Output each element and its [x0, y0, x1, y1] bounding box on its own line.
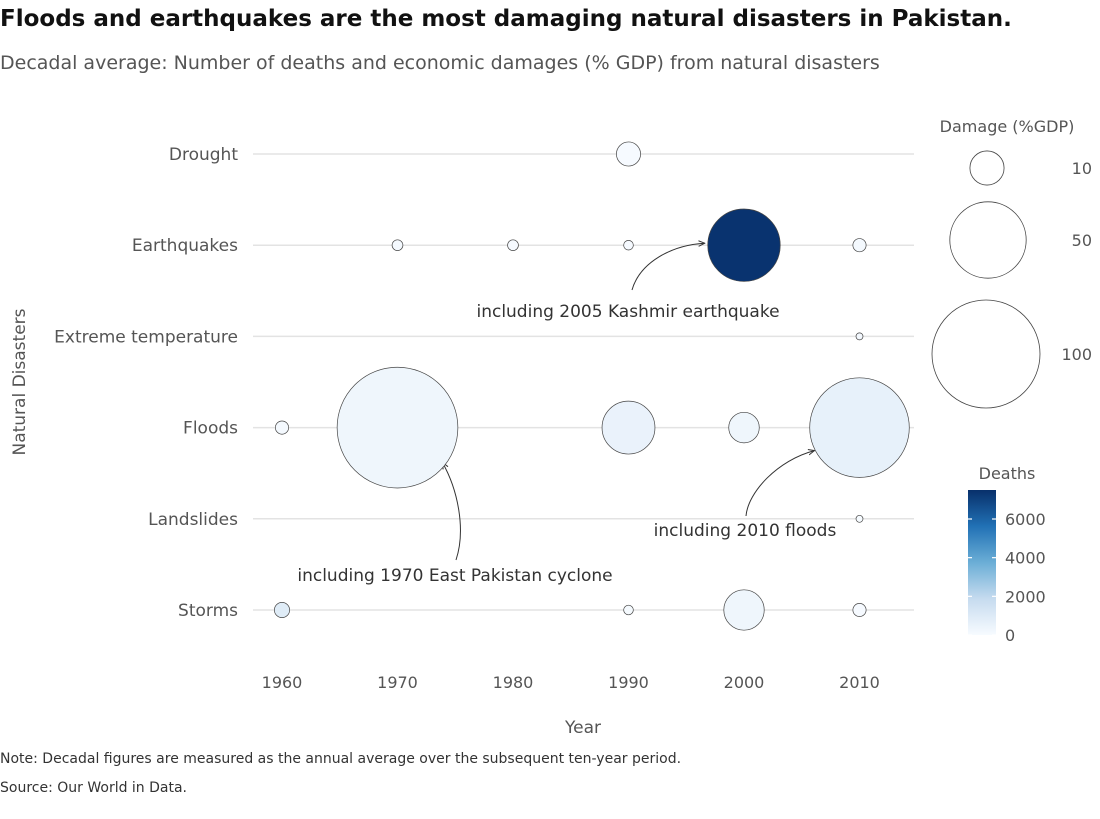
y-tick-label-landslides: Landslides — [148, 510, 238, 530]
x-tick-label-2000: 2000 — [724, 673, 765, 692]
annotation-arrow-3 — [745, 451, 815, 517]
annotation-2: including 1970 East Pakistan cyclone — [297, 566, 612, 586]
size-legend-circle-10 — [969, 150, 1005, 186]
bubble-floods-1990 — [601, 400, 656, 455]
bubble-floods-2010 — [809, 377, 910, 478]
color-legend-label-6000: 6000 — [1005, 510, 1046, 529]
annotations: including 2005 Kashmir earthquake includi… — [297, 243, 836, 586]
size-legend-title: Damage (%GDP) — [940, 117, 1075, 136]
y-tick-label-extreme-temperature: Extreme temperature — [54, 327, 238, 347]
x-tick-label-1970: 1970 — [377, 673, 418, 692]
bubble-storms-1990 — [623, 604, 634, 616]
bubble-floods-2000 — [728, 411, 760, 444]
bubble-earthquakes-1980 — [507, 239, 519, 251]
size-legend-circle-100 — [931, 299, 1041, 409]
source-note: Source: Our World in Data. — [0, 780, 188, 796]
y-tick-label-storms: Storms — [178, 601, 238, 621]
y-tick-label-floods: Floods — [183, 419, 238, 439]
bubble-earthquakes-1970 — [391, 239, 404, 251]
chart-subtitle: Decadal average: Number of deaths and ec… — [0, 52, 880, 74]
gridlines — [253, 153, 914, 611]
x-tick-label-2010: 2010 — [839, 673, 880, 692]
x-axis-title: Year — [564, 718, 601, 738]
color-legend-label-2000: 2000 — [1005, 587, 1046, 606]
color-legend-label-0: 0 — [1005, 626, 1015, 645]
bubble-earthquakes-1990 — [623, 240, 634, 251]
size-legend-label-50: 50 — [1072, 231, 1092, 250]
x-tick-label-1960: 1960 — [262, 673, 303, 692]
bubble-floods-1970 — [336, 366, 459, 489]
annotation-arrow-2 — [443, 463, 461, 561]
color-legend-title: Deaths — [979, 464, 1036, 483]
bubble-storms-2010 — [852, 603, 867, 617]
bubble-storms-2000 — [723, 589, 765, 631]
annotation-1: including 2005 Kashmir earthquake — [476, 302, 779, 322]
chart-title: Floods and earthquakes are the most dama… — [0, 6, 1012, 32]
annotation-3: including 2010 floods — [654, 521, 837, 541]
x-tick-labels: 1960 1970 1980 1990 2000 2010 — [262, 673, 880, 692]
y-tick-label-drought: Drought — [169, 145, 238, 165]
annotation-arrow-1 — [631, 243, 705, 291]
bubble-floods-1960 — [275, 420, 289, 435]
x-tick-label-1990: 1990 — [608, 673, 649, 692]
y-tick-labels: Drought Earthquakes Extreme temperature Flo… — [54, 145, 238, 621]
bubble-earthquakes-2000 — [707, 208, 781, 282]
bubble-storms-1960 — [274, 602, 290, 618]
size-legend-circle-50 — [949, 201, 1027, 279]
y-axis-title: Natural Disasters — [10, 308, 30, 455]
y-tick-label-earthquakes: Earthquakes — [132, 236, 238, 256]
bubble-extreme-temperature-2010 — [855, 332, 864, 341]
color-legend: Deaths 0 2000 4000 6000 — [968, 464, 1046, 645]
bubble-landslides-2010 — [855, 514, 864, 523]
data-bubbles — [274, 141, 910, 631]
size-legend-label-10: 10 — [1072, 159, 1092, 178]
size-legend: Damage (%GDP) 10 50 100 — [931, 117, 1092, 409]
color-legend-label-4000: 4000 — [1005, 549, 1046, 568]
footnote: Note: Decadal figures are measured as th… — [0, 751, 682, 767]
color-legend-bar — [968, 490, 996, 635]
bubble-earthquakes-2010 — [852, 238, 867, 253]
size-legend-label-100: 100 — [1061, 345, 1092, 364]
x-tick-label-1980: 1980 — [493, 673, 534, 692]
bubble-drought-1990 — [616, 141, 641, 167]
